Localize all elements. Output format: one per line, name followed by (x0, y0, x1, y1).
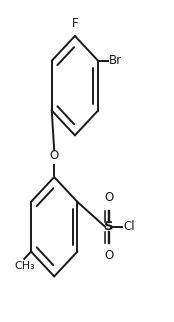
Text: F: F (72, 17, 78, 30)
Text: O: O (50, 149, 59, 162)
Text: O: O (104, 249, 113, 262)
Text: O: O (104, 191, 113, 204)
Text: CH₃: CH₃ (14, 261, 35, 271)
Text: S: S (104, 220, 113, 233)
Text: Cl: Cl (123, 220, 135, 233)
Text: Br: Br (108, 54, 122, 67)
